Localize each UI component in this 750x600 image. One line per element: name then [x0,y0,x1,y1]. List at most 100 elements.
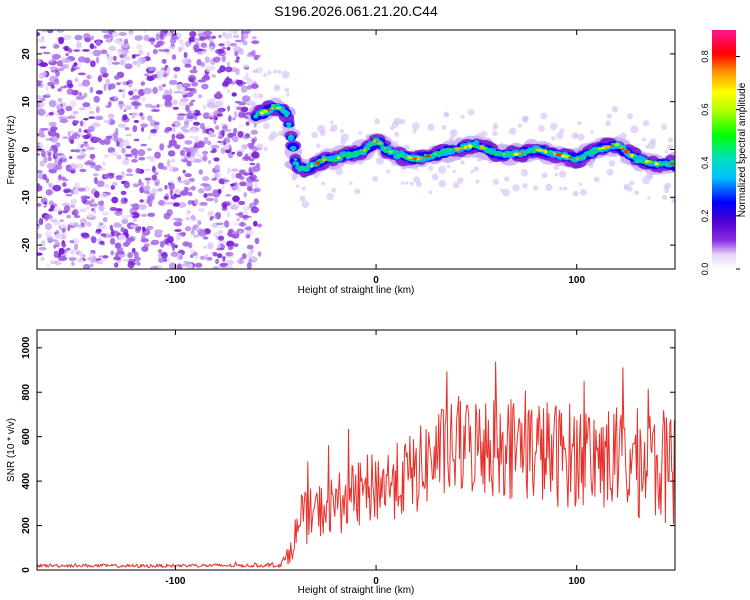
noise-blob [186,160,192,167]
noise-blob [255,162,261,168]
ridge-peak [271,106,274,110]
snr-xtick-label: 0 [373,576,379,587]
ridge-peak [416,157,422,160]
noise-blob [39,62,48,68]
noise-blob [250,206,260,214]
snr-xlabel: Height of straight line (km) [298,585,415,596]
noise-blob [170,252,180,258]
noise-blob [196,59,202,66]
noise-blob [154,179,160,186]
noise-blob [132,218,137,222]
colorbar-tick-label: 0.8 [700,50,710,63]
noise-blob [52,203,58,208]
ridge-blob [270,103,276,108]
noise-blob [172,99,178,106]
noise-blob [150,39,155,46]
noise-blob [127,83,133,88]
noise-blob [169,189,174,196]
noise-blob [190,185,196,191]
ridge-blob [289,145,297,151]
noise-blob [115,252,119,260]
noise-blob [150,265,159,269]
noise-blob [194,255,199,259]
noise-blob [239,176,245,180]
noise-blob [193,136,200,143]
noise-blob [219,65,226,73]
ridge-blob [593,146,598,150]
noise-blob [43,155,48,164]
noise-blob [54,251,59,258]
noise-blob [176,115,185,121]
noise-blob [129,32,133,36]
noise-blob [227,129,232,132]
halo-speckle [627,113,633,120]
noise-blob [108,45,117,52]
noise-blob [215,258,220,265]
noise-blob [218,239,226,244]
noise-blob [99,226,108,230]
ridge-blob [657,160,662,164]
noise-blob [211,177,217,181]
noise-blob [190,99,196,103]
halo-speckle [263,122,270,130]
noise-blob [37,80,43,84]
noise-blob [99,255,103,259]
noise-blob [69,240,75,244]
noise-blob [243,215,252,218]
noise-blob [195,262,203,268]
halo-speckle [340,133,349,142]
noise-blob [84,37,92,43]
noise-blob [235,79,243,86]
halo-speckle [413,176,421,184]
noise-blob [241,95,251,103]
halo-speckle [301,200,310,209]
noise-blob [210,66,216,71]
noise-blob [236,56,240,60]
ridge-peak [629,153,632,156]
noise-blob [76,258,84,263]
halo-speckle [571,132,579,139]
noise-blob [88,252,95,259]
noise-blob [146,225,154,230]
noise-blob [45,189,53,196]
noise-blob [102,74,108,78]
noise-blob [204,56,210,64]
noise-blob [37,225,41,229]
noise-blob [250,83,259,89]
noise-blob [236,217,240,222]
noise-blob [69,100,77,108]
ridge-peak [479,145,485,150]
noise-blob [97,75,102,83]
noise-blob [58,174,62,181]
halo-speckle [512,184,520,192]
noise-blob [93,137,102,142]
noise-blob [133,120,139,123]
noise-blob [81,148,86,152]
noise-blob [55,142,61,148]
noise-blob [238,211,244,218]
noise-blob [95,228,102,233]
halo-speckle [301,186,306,191]
noise-blob [105,38,113,43]
noise-blob [182,241,190,247]
noise-blob [67,115,76,120]
ridge-blob [499,152,503,155]
noise-blob [104,184,110,188]
noise-blob [151,174,157,181]
noise-blob [48,59,54,63]
halo-speckle [473,166,480,172]
noise-blob [58,159,63,166]
noise-blob [100,49,108,55]
noise-blob [44,214,53,220]
noise-blob [55,112,60,117]
noise-blob [74,215,81,219]
halo-speckle [647,196,651,200]
noise-blob [182,147,189,150]
noise-blob [143,34,150,42]
noise-blob [249,172,254,176]
noise-blob [103,83,107,91]
noise-blob [100,66,107,74]
ridge-peak [542,150,545,153]
noise-blob [86,213,94,219]
noise-blob [39,134,46,138]
